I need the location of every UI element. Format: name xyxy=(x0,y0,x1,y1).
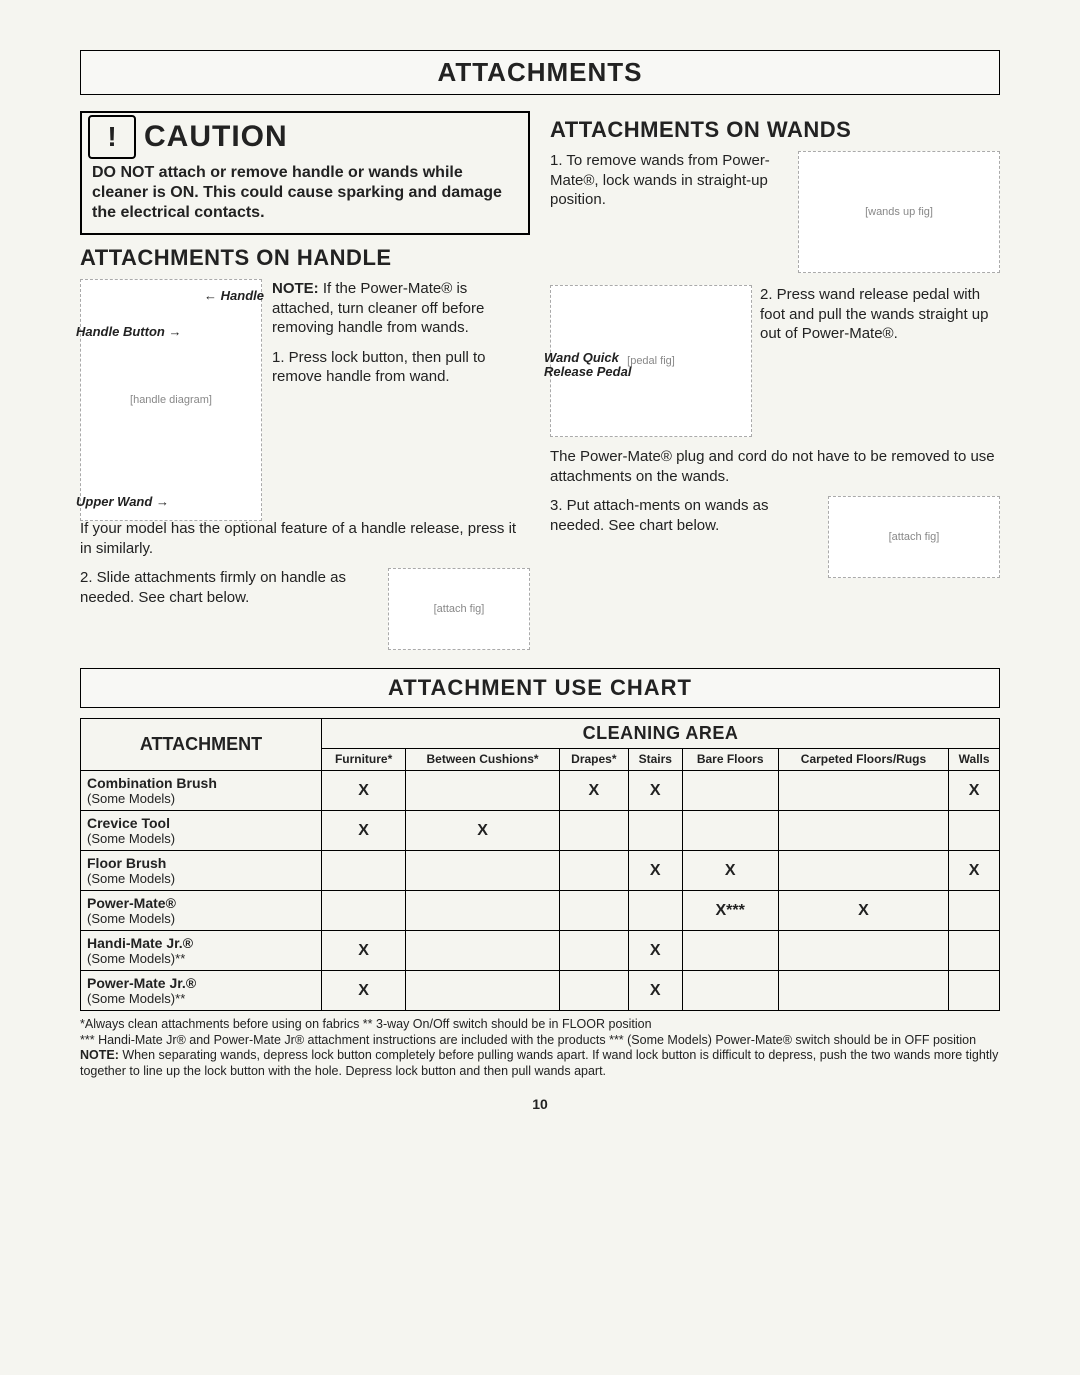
right-heading: ATTACHMENTS ON WANDS xyxy=(550,117,1000,143)
table-cell xyxy=(406,851,560,891)
right-step2: 2. Press wand release pedal with foot an… xyxy=(760,285,1000,344)
th-col-0: Furniture* xyxy=(322,749,406,771)
table-cell: X xyxy=(949,851,1000,891)
table-cell: X xyxy=(322,811,406,851)
th-col-2: Drapes* xyxy=(559,749,628,771)
left-heading: ATTACHMENTS ON HANDLE xyxy=(80,245,530,271)
table-row: Power-Mate Jr.®(Some Models)**XX xyxy=(81,971,1000,1011)
table-cell: X xyxy=(322,971,406,1011)
attachment-name-cell: Power-Mate Jr.®(Some Models)** xyxy=(81,971,322,1011)
table-cell: X xyxy=(628,931,682,971)
table-cell xyxy=(559,891,628,931)
table-cell: X xyxy=(322,771,406,811)
table-cell: X xyxy=(322,931,406,971)
left-optional: If your model has the optional feature o… xyxy=(80,519,530,558)
attachment-name-cell: Floor Brush(Some Models) xyxy=(81,851,322,891)
footnotes: *Always clean attachments before using o… xyxy=(80,1017,1000,1080)
right-step3: 3. Put attach-ments on wands as needed. … xyxy=(550,496,818,535)
chart-title: ATTACHMENT USE CHART xyxy=(80,668,1000,708)
table-cell xyxy=(778,851,949,891)
table-cell: X xyxy=(628,971,682,1011)
attachment-name-cell: Handi-Mate Jr.®(Some Models)** xyxy=(81,931,322,971)
table-cell: X xyxy=(559,771,628,811)
warning-icon: ! xyxy=(88,115,136,159)
table-cell xyxy=(682,771,778,811)
table-cell: X xyxy=(628,851,682,891)
table-cell: X xyxy=(628,771,682,811)
handle-diagram: [handle diagram] ← Handle Handle Button … xyxy=(80,279,260,519)
caution-body: DO NOT attach or remove handle or wands … xyxy=(82,159,528,233)
th-col-1: Between Cushions* xyxy=(406,749,560,771)
table-row: Floor Brush(Some Models)XXX xyxy=(81,851,1000,891)
pedal-diagram: [pedal fig] Wand Quick Release Pedal xyxy=(550,285,750,435)
table-cell xyxy=(682,931,778,971)
table-cell xyxy=(778,931,949,971)
attachment-name-cell: Combination Brush(Some Models) xyxy=(81,771,322,811)
attachment-use-chart: ATTACHMENT CLEANING AREA Furniture* Betw… xyxy=(80,718,1000,1011)
th-cleaning-area: CLEANING AREA xyxy=(322,719,1000,749)
caution-box: ! CAUTION DO NOT attach or remove handle… xyxy=(80,111,530,235)
table-cell xyxy=(949,931,1000,971)
table-cell xyxy=(406,931,560,971)
table-cell xyxy=(406,971,560,1011)
table-cell: X xyxy=(949,771,1000,811)
table-cell xyxy=(628,891,682,931)
table-cell xyxy=(949,811,1000,851)
table-cell xyxy=(949,971,1000,1011)
table-row: Combination Brush(Some Models)XXXX xyxy=(81,771,1000,811)
table-cell xyxy=(778,771,949,811)
right-column: ATTACHMENTS ON WANDS 1. To remove wands … xyxy=(550,111,1000,650)
label-pedal: Wand Quick Release Pedal xyxy=(544,351,644,380)
handle-attachment-diagram: [attach fig] xyxy=(388,568,530,650)
label-handle-button: Handle Button → xyxy=(76,325,181,339)
left-step2: 2. Slide attachments firmly on handle as… xyxy=(80,568,376,607)
th-col-6: Walls xyxy=(949,749,1000,771)
table-cell xyxy=(628,811,682,851)
right-mid: The Power-Mate® plug and cord do not hav… xyxy=(550,447,1000,486)
table-cell: X xyxy=(778,891,949,931)
wand-attachment-diagram: [attach fig] xyxy=(828,496,1000,578)
left-column: ! CAUTION DO NOT attach or remove handle… xyxy=(80,111,530,650)
wands-up-diagram: [wands up fig] xyxy=(798,151,1000,273)
left-note: NOTE: NOTE: If the Power-Mate® is attach… xyxy=(272,279,530,338)
label-upper-wand: Upper Wand → xyxy=(76,495,169,509)
table-cell xyxy=(949,891,1000,931)
page-number: 10 xyxy=(80,1096,1000,1112)
th-col-4: Bare Floors xyxy=(682,749,778,771)
th-attachment: ATTACHMENT xyxy=(81,719,322,771)
th-col-3: Stairs xyxy=(628,749,682,771)
label-handle: ← Handle xyxy=(204,289,264,303)
table-cell: X*** xyxy=(682,891,778,931)
table-row: Power-Mate®(Some Models) X***X xyxy=(81,891,1000,931)
table-cell xyxy=(322,851,406,891)
footnote-1: *Always clean attachments before using o… xyxy=(80,1017,1000,1033)
table-cell xyxy=(682,811,778,851)
table-cell xyxy=(778,971,949,1011)
left-step1: 1. Press lock button, then pull to remov… xyxy=(272,348,530,387)
page-title: ATTACHMENTS xyxy=(80,50,1000,95)
right-step1: 1. To remove wands from Power-Mate®, loc… xyxy=(550,151,788,210)
table-cell xyxy=(559,811,628,851)
attachment-name-cell: Crevice Tool(Some Models) xyxy=(81,811,322,851)
table-cell xyxy=(322,891,406,931)
footnote-note: NOTE: NOTE: When separating wands, depre… xyxy=(80,1048,1000,1079)
table-cell xyxy=(406,891,560,931)
table-cell: X xyxy=(406,811,560,851)
table-cell xyxy=(559,931,628,971)
table-cell xyxy=(559,851,628,891)
table-row: Handi-Mate Jr.®(Some Models)**XX xyxy=(81,931,1000,971)
th-col-5: Carpeted Floors/Rugs xyxy=(778,749,949,771)
table-cell xyxy=(559,971,628,1011)
caution-title: CAUTION xyxy=(144,120,288,154)
table-cell: X xyxy=(682,851,778,891)
table-cell xyxy=(682,971,778,1011)
table-cell xyxy=(406,771,560,811)
table-row: Crevice Tool(Some Models)XX xyxy=(81,811,1000,851)
footnote-2: *** Handi-Mate Jr® and Power-Mate Jr® at… xyxy=(80,1033,1000,1049)
table-cell xyxy=(778,811,949,851)
attachment-name-cell: Power-Mate®(Some Models) xyxy=(81,891,322,931)
